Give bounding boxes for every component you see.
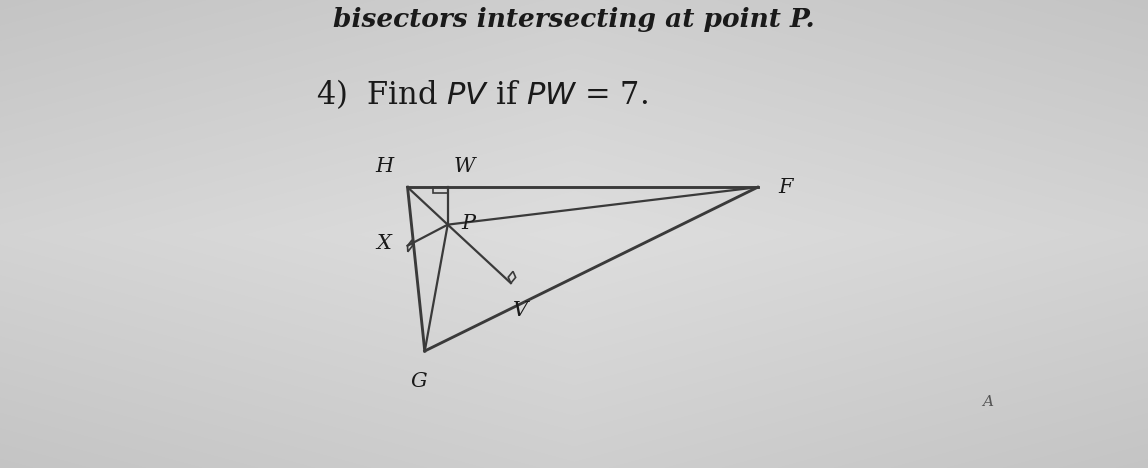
Text: bisectors intersecting at point P.: bisectors intersecting at point P.	[333, 7, 815, 32]
Text: G: G	[411, 372, 427, 391]
Text: V: V	[512, 301, 528, 320]
Text: 4)  Find $\mathit{PV}$ if $\mathit{PW}$ = 7.: 4) Find $\mathit{PV}$ if $\mathit{PW}$ =…	[316, 77, 649, 110]
Text: F: F	[778, 178, 793, 197]
Text: X: X	[377, 234, 391, 253]
Text: W: W	[453, 156, 475, 176]
Text: P: P	[461, 214, 475, 233]
Text: H: H	[375, 156, 394, 176]
Text: A: A	[982, 395, 993, 410]
